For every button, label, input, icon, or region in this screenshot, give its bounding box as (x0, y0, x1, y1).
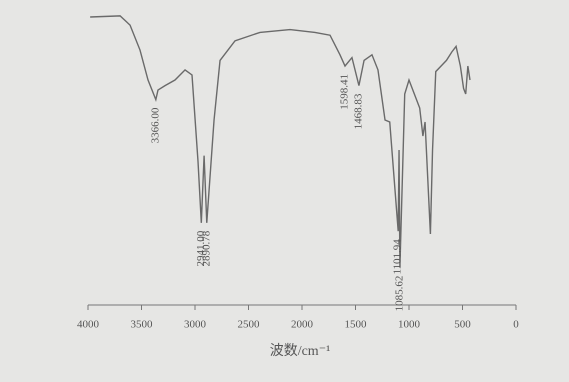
x-tick-label: 1500 (345, 319, 368, 331)
x-tick-label: 500 (454, 319, 471, 331)
peak-label: 1468.83 (352, 93, 364, 129)
x-tick-label: 3000 (184, 319, 207, 331)
x-tick-label: 3500 (131, 319, 154, 331)
x-tick-label: 1000 (398, 319, 421, 331)
spectrum-line (90, 15, 471, 268)
x-axis-label: 波数/cm⁻¹ (270, 343, 331, 359)
peak-label: 2890.78 (200, 230, 212, 266)
x-tick-label: 2500 (238, 319, 261, 331)
peak-label: 3366.00 (149, 107, 161, 143)
peak-label: 1598.41 (339, 74, 351, 110)
peak-label: 1101.94 (392, 239, 404, 275)
peak-label: 1085.62 (393, 276, 405, 312)
x-tick-label: 2000 (291, 319, 314, 331)
x-tick-label: 4000 (77, 319, 100, 331)
peak-label: 2941.00 (195, 230, 207, 266)
x-tick-label: 0 (513, 319, 519, 331)
